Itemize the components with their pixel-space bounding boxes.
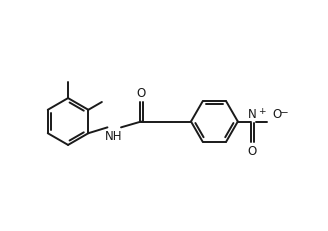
Text: O: O [136, 87, 146, 100]
Text: O: O [273, 108, 282, 121]
Text: O: O [248, 145, 257, 158]
Text: NH: NH [104, 129, 122, 142]
Text: −: − [280, 108, 289, 118]
Text: +: + [258, 107, 265, 116]
Text: N: N [248, 108, 257, 121]
